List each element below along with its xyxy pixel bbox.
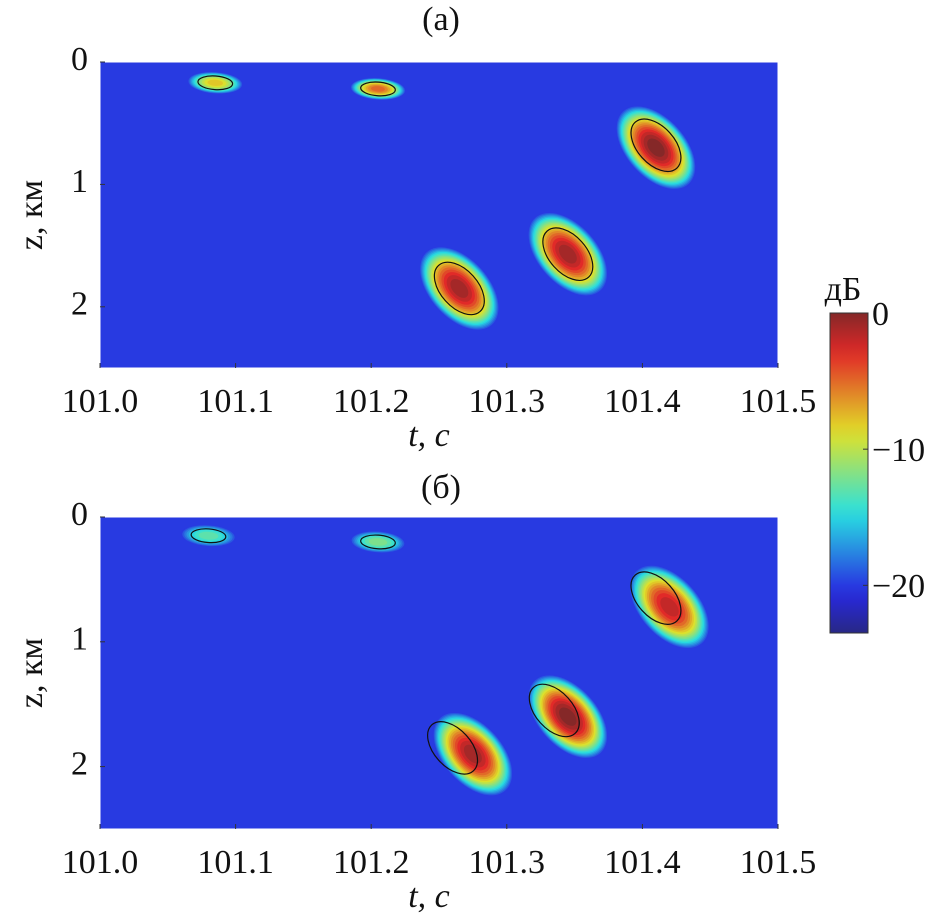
spot-level	[207, 79, 224, 86]
y-tick-label: 0	[71, 496, 88, 533]
y-tick-label: 1	[71, 163, 88, 200]
plot-background	[100, 62, 778, 368]
x-tick-label: 101.4	[604, 383, 681, 420]
colorbar-label: дБ	[825, 271, 862, 308]
x-axis-label: t, с	[408, 878, 450, 915]
x-tick-label: 101.1	[197, 383, 274, 420]
y-tick-label: 2	[71, 286, 88, 323]
spot-level	[559, 707, 577, 726]
contour	[190, 528, 227, 544]
spot-level	[558, 244, 577, 264]
plot-frame	[99, 61, 779, 369]
colorbar-tick-label: −10	[872, 432, 925, 469]
y-axis-label: z, км	[13, 638, 50, 708]
colorbar	[829, 312, 869, 634]
x-tick-label: 101.2	[333, 383, 410, 420]
spot-level	[198, 531, 219, 540]
y-axis-label: z, км	[13, 180, 50, 250]
spot-level	[370, 86, 385, 92]
plot-frame	[99, 516, 779, 830]
contour	[197, 75, 234, 91]
x-tick-label: 101.0	[62, 383, 139, 420]
contour	[360, 81, 396, 97]
spot-level	[450, 278, 469, 298]
x-tick-label: 101.2	[333, 844, 410, 881]
plot-background	[100, 517, 778, 829]
x-tick-label: 101.5	[740, 844, 817, 881]
x-tick-label: 101.5	[740, 383, 817, 420]
x-tick-label: 101.0	[62, 844, 139, 881]
chart-title: (б)	[421, 469, 461, 506]
contour	[630, 571, 682, 625]
y-tick-label: 2	[71, 745, 88, 782]
spot-level	[647, 138, 665, 157]
colorbar-tick-label: 0	[872, 296, 889, 333]
x-axis-label: t, с	[408, 417, 450, 454]
contour	[542, 227, 594, 281]
x-tick-label: 101.4	[604, 844, 681, 881]
heatmap	[187, 71, 697, 331]
spot	[419, 246, 500, 331]
contour	[630, 118, 682, 173]
colorbar-tick-label: −20	[872, 568, 925, 605]
spot	[527, 211, 609, 297]
contour	[360, 534, 396, 550]
x-tick-label: 101.3	[469, 844, 546, 881]
x-tick-label: 101.3	[469, 383, 546, 420]
contour	[528, 683, 580, 738]
x-tick-label: 101.1	[197, 844, 274, 881]
spot	[187, 71, 244, 94]
spot	[432, 711, 514, 797]
y-tick-label: 1	[71, 621, 88, 658]
chart-title: (a)	[422, 1, 460, 38]
spot-level	[660, 597, 679, 617]
spot	[629, 564, 710, 650]
spot-level	[368, 538, 388, 546]
heatmap	[180, 524, 710, 797]
contour	[433, 261, 485, 316]
spot	[527, 674, 609, 759]
y-tick-label: 0	[71, 41, 88, 78]
contour	[427, 721, 479, 775]
